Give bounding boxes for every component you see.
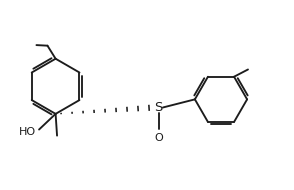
Text: HO: HO: [19, 127, 36, 137]
Text: S: S: [154, 101, 163, 114]
Text: O: O: [154, 133, 163, 143]
